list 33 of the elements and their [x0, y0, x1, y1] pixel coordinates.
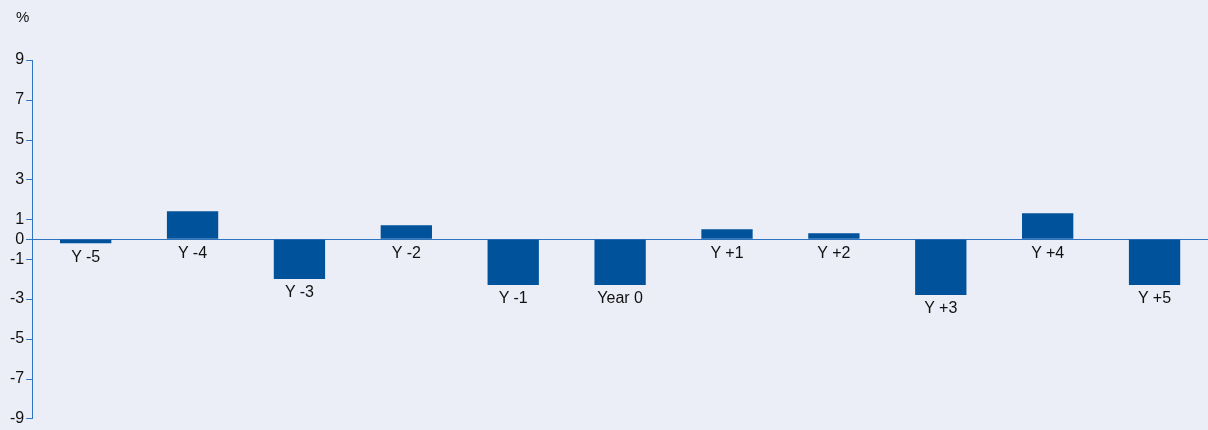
- x-tick-label: Y +2: [817, 243, 851, 261]
- x-tick-label: Y -1: [498, 289, 528, 307]
- y-tick-label: 7: [15, 90, 25, 108]
- x-tick-label: Y +3: [924, 299, 958, 317]
- y-tick-label: -9: [9, 408, 25, 426]
- x-tick-label: Y -2: [391, 243, 421, 261]
- bar: [1022, 213, 1074, 239]
- x-tick-label: Y -5: [71, 247, 101, 265]
- y-tick-label: 9: [15, 50, 25, 68]
- y-tick-label: 5: [15, 130, 25, 148]
- x-tick-label: Y -3: [284, 283, 315, 301]
- x-tick-label: Year 0: [597, 289, 644, 307]
- bar: [487, 239, 539, 285]
- bar: [915, 239, 967, 295]
- y-tick-label: 1: [15, 209, 25, 227]
- bar: [166, 211, 219, 239]
- y-tick-label: -5: [9, 329, 25, 347]
- y-tick-label: 3: [15, 169, 25, 187]
- bar: [273, 239, 326, 280]
- y-tick-label: -3: [9, 289, 25, 307]
- bar: [701, 229, 753, 239]
- x-tick-label: Y +5: [1138, 289, 1172, 307]
- x-tick-label: Y +4: [1031, 243, 1065, 261]
- x-tick-label: Y -4: [178, 243, 208, 261]
- y-tick-label: -1: [9, 249, 25, 267]
- y-axis-title: %: [16, 7, 30, 25]
- y-tick-label: 0: [15, 229, 25, 247]
- bar: [594, 239, 646, 285]
- y-tick-label: -7: [9, 368, 25, 386]
- bar: [1128, 239, 1181, 285]
- bar: [380, 225, 432, 239]
- bar: [808, 233, 860, 239]
- x-tick-label: Y +1: [710, 243, 744, 261]
